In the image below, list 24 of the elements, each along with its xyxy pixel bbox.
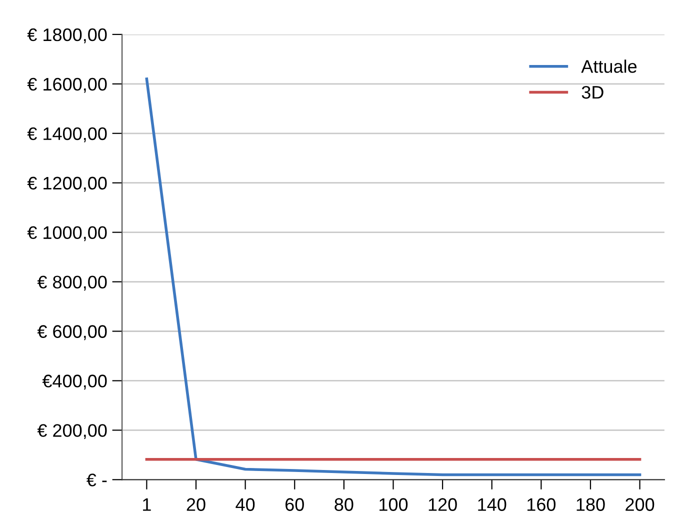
x-tick-label: 1 xyxy=(143,498,151,511)
y-tick-label: € 1400,00 xyxy=(27,127,107,142)
legend-label: 3D xyxy=(582,86,604,99)
y-tick-label: € - xyxy=(86,474,107,486)
x-tick-label: 20 xyxy=(186,498,206,511)
y-tick-label: € 200,00 xyxy=(37,424,107,440)
x-tick-label: 140 xyxy=(478,498,506,511)
x-tick-label: 120 xyxy=(428,498,457,511)
x-tick-label: 60 xyxy=(286,498,304,511)
x-tick-label: 100 xyxy=(380,498,408,511)
line-series xyxy=(145,78,642,476)
x-tick-label: 80 xyxy=(334,498,354,511)
y-tick-label: € 600,00 xyxy=(37,325,107,340)
y-tick-label: € 1000,00 xyxy=(27,226,107,242)
x-tick-label: 40 xyxy=(236,498,255,511)
y-tick-label: € 1800,00 xyxy=(27,28,107,44)
y-tick-label: € 800,00 xyxy=(37,276,107,291)
x-tick-label: 160 xyxy=(527,498,556,511)
x-tick-label: 200 xyxy=(626,498,654,511)
y-tick-label: € 1600,00 xyxy=(27,78,107,93)
y-tick-label: €400,00 xyxy=(42,374,107,390)
x-tick-label: 180 xyxy=(576,498,605,511)
legend-label: Attuale xyxy=(581,60,637,73)
y-tick-label: € 1200,00 xyxy=(27,176,107,192)
